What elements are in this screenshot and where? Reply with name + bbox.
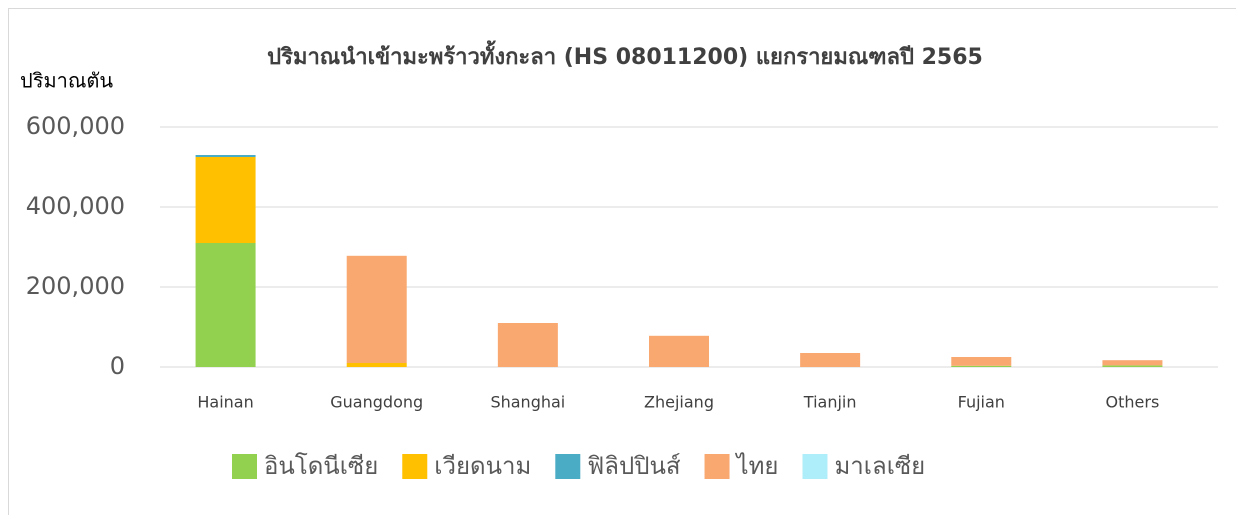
x-tick-label: Hainan <box>197 393 253 412</box>
legend-swatch <box>555 454 581 479</box>
y-tick-label: 600,000 <box>26 112 125 140</box>
legend-label: อินโดนีเซีย <box>264 452 378 480</box>
chart-frame <box>8 8 1236 515</box>
bar-segment <box>951 357 1012 366</box>
bar-segment <box>649 335 709 367</box>
chart-title: ปริมาณนำเข้ามะพร้าวทั้งกะลา (HS 08011200… <box>267 40 983 70</box>
legend-swatch <box>402 454 428 479</box>
bar-segment <box>346 363 407 367</box>
y-tick-label: 200,000 <box>26 272 125 300</box>
legend-swatch <box>704 454 730 479</box>
y-axis-label: ปริมาณตัน <box>20 69 113 93</box>
bar-segment <box>346 255 407 363</box>
legend-label: เวียดนาม <box>434 452 531 480</box>
bar-segment <box>195 155 256 157</box>
bar-segment <box>800 353 861 367</box>
x-tick-label: Fujian <box>958 393 1005 412</box>
x-tick-label: Guangdong <box>330 393 423 412</box>
x-tick-label: Shanghai <box>490 393 565 412</box>
y-tick-label: 0 <box>110 352 125 380</box>
bar-segment <box>195 157 256 243</box>
bar-segment <box>1102 360 1163 366</box>
bar-segment <box>951 365 1012 367</box>
legend-label: มาเลเซีย <box>834 452 925 480</box>
legend-swatch <box>802 454 828 479</box>
legend-label: ไทย <box>735 452 779 480</box>
x-tick-label: Tianjin <box>803 393 857 412</box>
legend-label: ฟิลิปปินส์ <box>587 452 681 480</box>
bar-segment <box>497 323 558 367</box>
x-tick-label: Others <box>1106 393 1160 412</box>
x-tick-label: Zhejiang <box>644 393 714 412</box>
legend-swatch <box>232 454 257 479</box>
bar-segment <box>1102 365 1163 367</box>
bar-segment <box>195 243 256 367</box>
y-tick-label: 400,000 <box>26 192 125 220</box>
